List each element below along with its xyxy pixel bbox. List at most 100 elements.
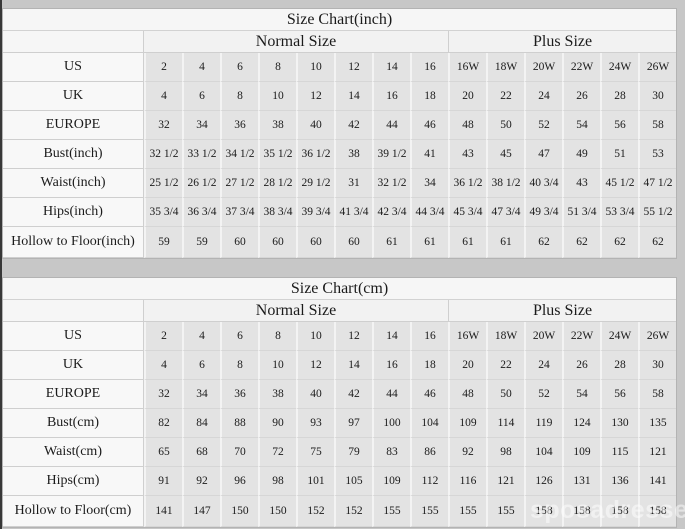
data-cell: 92 xyxy=(182,467,220,496)
data-cell: 44 xyxy=(372,380,410,409)
row-label: Bust(cm) xyxy=(3,409,144,438)
data-cell: 26W xyxy=(638,53,677,82)
data-cell: 152 xyxy=(334,496,372,527)
data-cell: 31 xyxy=(334,169,372,198)
data-cell: 51 3/4 xyxy=(562,198,600,227)
data-cell: 24 xyxy=(524,351,562,380)
data-cell: 26W xyxy=(638,322,677,351)
data-cell: 152 xyxy=(296,496,334,527)
data-cell: 46 xyxy=(410,380,448,409)
table-row: EUROPE 32 34 36 38 40 42 44 46 48 50 52 54 56 58 xyxy=(3,111,677,140)
row-label: EUROPE xyxy=(3,111,144,140)
data-cell: 41 3/4 xyxy=(334,198,372,227)
table-title-row: Size Chart(inch) xyxy=(3,9,677,31)
row-label: Waist(cm) xyxy=(3,438,144,467)
data-cell: 98 xyxy=(258,467,296,496)
data-cell: 155 xyxy=(410,496,448,527)
data-cell: 40 xyxy=(296,111,334,140)
data-cell: 29 1/2 xyxy=(296,169,334,198)
data-cell: 20W xyxy=(524,53,562,82)
row-label: Hollow to Floor(inch) xyxy=(3,227,144,258)
table-row: EUROPE 32 34 36 38 40 42 44 46 48 50 52 54 56 58 xyxy=(3,380,677,409)
data-cell: 28 xyxy=(600,82,638,111)
row-label: UK xyxy=(3,82,144,111)
data-cell: 36 1/2 xyxy=(296,140,334,169)
table-row: UK 4 6 8 10 12 14 16 18 20 22 24 26 28 30 xyxy=(3,82,677,111)
data-cell: 53 3/4 xyxy=(600,198,638,227)
data-cell: 43 xyxy=(562,169,600,198)
data-cell: 14 xyxy=(334,82,372,111)
data-cell: 49 xyxy=(562,140,600,169)
data-cell: 61 xyxy=(486,227,524,258)
data-cell: 35 1/2 xyxy=(258,140,296,169)
data-cell: 32 1/2 xyxy=(372,169,410,198)
data-cell: 121 xyxy=(486,467,524,496)
data-cell: 48 xyxy=(448,111,486,140)
data-cell: 4 xyxy=(144,351,182,380)
data-cell: 75 xyxy=(296,438,334,467)
data-cell: 150 xyxy=(258,496,296,527)
data-cell: 141 xyxy=(638,467,677,496)
data-cell: 93 xyxy=(296,409,334,438)
normal-size-header: Normal Size xyxy=(144,31,448,53)
data-cell: 20 xyxy=(448,82,486,111)
data-cell: 12 xyxy=(296,351,334,380)
size-group-header-row: Normal Size Plus Size xyxy=(3,31,677,53)
data-cell: 158 xyxy=(638,496,677,527)
data-cell: 62 xyxy=(562,227,600,258)
data-cell: 61 xyxy=(410,227,448,258)
data-cell: 155 xyxy=(372,496,410,527)
data-cell: 35 3/4 xyxy=(144,198,182,227)
data-cell: 12 xyxy=(296,82,334,111)
data-cell: 155 xyxy=(448,496,486,527)
data-cell: 32 1/2 xyxy=(144,140,182,169)
data-cell: 98 xyxy=(486,438,524,467)
data-cell: 37 3/4 xyxy=(220,198,258,227)
data-cell: 130 xyxy=(600,409,638,438)
data-cell: 47 xyxy=(524,140,562,169)
data-cell: 42 xyxy=(334,111,372,140)
data-cell: 104 xyxy=(524,438,562,467)
data-cell: 86 xyxy=(410,438,448,467)
data-cell: 30 xyxy=(638,351,677,380)
plus-size-header: Plus Size xyxy=(448,300,677,322)
data-cell: 147 xyxy=(182,496,220,527)
data-cell: 24 xyxy=(524,82,562,111)
data-cell: 51 xyxy=(600,140,638,169)
data-cell: 6 xyxy=(182,351,220,380)
table-title-row: Size Chart(cm) xyxy=(3,278,677,300)
data-cell: 44 xyxy=(372,111,410,140)
data-cell: 10 xyxy=(296,322,334,351)
data-cell: 47 3/4 xyxy=(486,198,524,227)
data-cell: 12 xyxy=(334,322,372,351)
data-cell: 40 xyxy=(296,380,334,409)
data-cell: 100 xyxy=(372,409,410,438)
data-cell: 60 xyxy=(296,227,334,258)
data-cell: 59 xyxy=(182,227,220,258)
data-cell: 8 xyxy=(258,53,296,82)
data-cell: 18 xyxy=(410,82,448,111)
data-cell: 18W xyxy=(486,53,524,82)
table-row: Hips(cm) 91 92 96 98 101 105 109 112 116 121 126 131… xyxy=(3,467,677,496)
data-cell: 131 xyxy=(562,467,600,496)
size-chart-inch-table: Size Chart(inch) Normal Size Plus Size U… xyxy=(2,8,678,259)
row-label: Bust(inch) xyxy=(3,140,144,169)
data-cell: 2 xyxy=(144,53,182,82)
data-cell: 46 xyxy=(410,111,448,140)
data-cell: 114 xyxy=(486,409,524,438)
data-cell: 124 xyxy=(562,409,600,438)
data-cell: 39 1/2 xyxy=(372,140,410,169)
data-cell: 52 xyxy=(524,111,562,140)
table-row: Hollow to Floor(cm) 141 147 150 150 152 152 155… xyxy=(3,496,677,527)
data-cell: 34 xyxy=(182,111,220,140)
row-label: UK xyxy=(3,351,144,380)
data-cell: 112 xyxy=(410,467,448,496)
row-label: Hips(cm) xyxy=(3,467,144,496)
data-cell: 54 xyxy=(562,111,600,140)
data-cell: 38 xyxy=(258,111,296,140)
data-cell: 53 xyxy=(638,140,677,169)
data-cell: 38 3/4 xyxy=(258,198,296,227)
table-row: Bust(inch) 32 1/2 33 1/2 34 1/2 35 1/2 36 1/2… xyxy=(3,140,677,169)
data-cell: 25 1/2 xyxy=(144,169,182,198)
row-label: Hips(inch) xyxy=(3,198,144,227)
